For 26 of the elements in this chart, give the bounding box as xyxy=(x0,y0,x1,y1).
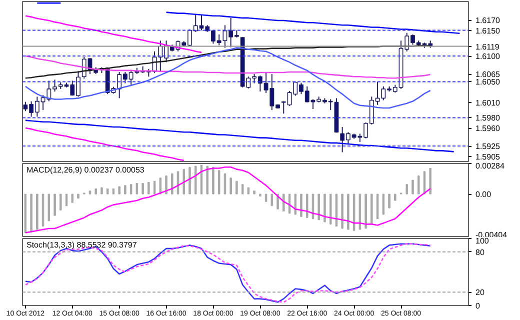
chart-title: Stoch(13,3,3) 88.5532 90.3797 xyxy=(26,240,138,250)
y-tick-label: 0.00284 xyxy=(476,162,505,170)
ref-line-label: 1.5925 xyxy=(476,142,501,152)
y-tick-label: 80 xyxy=(476,248,485,257)
y-tick-label: 1.6010 xyxy=(476,98,501,108)
y-tick-label: 1.6170 xyxy=(476,16,501,26)
y-tick-label: 100 xyxy=(476,236,490,246)
y-tick-label: 0.00 xyxy=(476,190,492,200)
line-series xyxy=(24,127,185,162)
ref-line-label: 1.6119 xyxy=(476,42,500,52)
line-series xyxy=(24,243,432,303)
line-series xyxy=(24,47,432,109)
line-series xyxy=(24,55,432,79)
chart-title: MACD(12,26,9) 0.00237 0.00053 xyxy=(26,166,145,174)
line-series xyxy=(24,120,454,152)
y-tick-label: 1.5960 xyxy=(476,124,501,134)
ref-line-label: 1.5980 xyxy=(476,114,501,123)
line-series xyxy=(24,166,432,234)
ref-line-label: 1.6100 xyxy=(476,52,501,62)
y-tick-label: 1.5905 xyxy=(476,152,501,162)
ref-line-label: 1.6050 xyxy=(476,78,501,87)
y-tick-label: 1.6065 xyxy=(476,70,501,80)
ref-line-label: 1.6150 xyxy=(476,26,501,36)
y-tick-label: 0 xyxy=(476,302,480,310)
y-tick-label: 20 xyxy=(476,288,485,298)
line-series xyxy=(166,12,460,34)
